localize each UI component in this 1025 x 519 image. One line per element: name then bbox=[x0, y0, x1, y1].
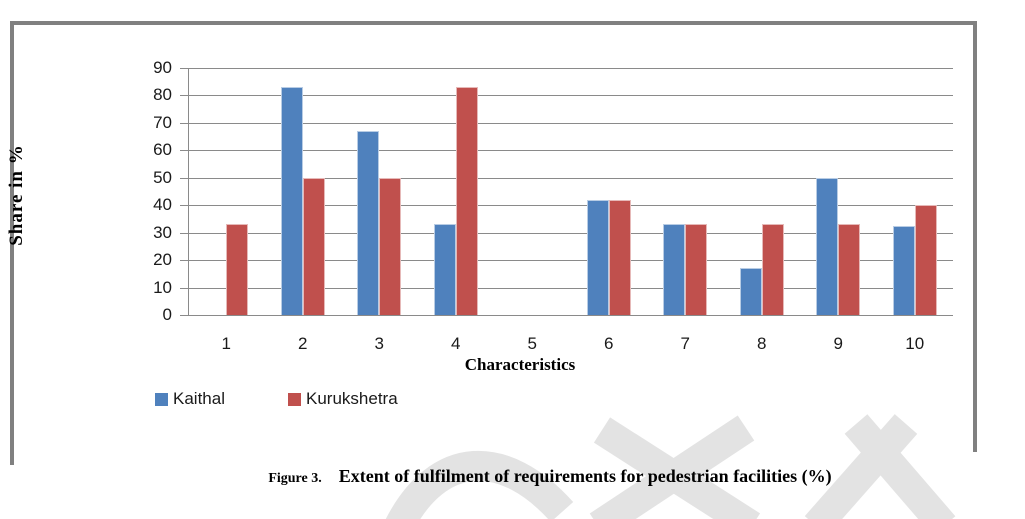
gridline-10 bbox=[188, 287, 953, 289]
gridline-50 bbox=[188, 177, 953, 179]
bar-kurukshetra-3 bbox=[379, 177, 402, 315]
legend-label: Kaithal bbox=[173, 389, 225, 408]
y-axis-title: Share in % bbox=[6, 144, 27, 246]
gridline-70 bbox=[188, 122, 953, 124]
y-tick-label: 0 bbox=[162, 305, 172, 324]
figure-number: Figure 3. bbox=[268, 471, 322, 486]
bar-kurukshetra-4 bbox=[455, 87, 478, 315]
y-tick-label: 20 bbox=[153, 250, 172, 270]
x-tick-label-6: 6 bbox=[604, 334, 614, 353]
frame-border-right bbox=[973, 21, 977, 452]
gridline-40 bbox=[188, 205, 953, 207]
bar-kurukshetra-10 bbox=[914, 205, 937, 315]
y-tick-70 bbox=[180, 122, 188, 124]
gridline-30 bbox=[188, 232, 953, 234]
y-tick-40 bbox=[180, 205, 188, 207]
bar-kaithal-9 bbox=[816, 177, 839, 315]
x-tick-label-8: 8 bbox=[757, 334, 767, 353]
x-tick-label-5: 5 bbox=[527, 334, 537, 353]
frame-border-left bbox=[10, 21, 14, 465]
y-tick-label: 30 bbox=[153, 222, 172, 242]
x-tick-label-7: 7 bbox=[680, 334, 690, 353]
bar-kaithal-2 bbox=[280, 87, 303, 315]
x-tick-label-1: 1 bbox=[221, 334, 231, 353]
x-tick-label-3: 3 bbox=[374, 334, 384, 353]
bar-kaithal-4 bbox=[433, 224, 456, 315]
bar-kurukshetra-6 bbox=[608, 199, 631, 315]
y-tick-0 bbox=[180, 315, 188, 316]
x-tick-label-2: 2 bbox=[298, 334, 308, 353]
y-tick-10 bbox=[180, 287, 188, 289]
y-tick-label: 60 bbox=[153, 140, 172, 160]
legend-item-kurukshetra: Kurukshetra bbox=[288, 389, 398, 408]
y-tick-30 bbox=[180, 232, 188, 234]
legend-swatch-kurukshetra bbox=[288, 392, 301, 406]
x-tick-label-4: 4 bbox=[451, 334, 461, 353]
gridline-20 bbox=[188, 260, 953, 262]
x-axis-title: Characteristics bbox=[464, 355, 576, 374]
y-tick-label: 80 bbox=[153, 85, 172, 105]
bar-kurukshetra-9 bbox=[838, 224, 861, 315]
legend-item-kaithal: Kaithal bbox=[155, 389, 225, 408]
y-tick-label: 50 bbox=[153, 167, 172, 187]
legend-swatch-kaithal bbox=[155, 392, 168, 406]
y-tick-label: 70 bbox=[153, 112, 172, 132]
legend-label: Kurukshetra bbox=[306, 389, 398, 408]
bar-kaithal-3 bbox=[357, 131, 380, 315]
x-tick-label-10: 10 bbox=[905, 334, 925, 353]
bar-kurukshetra-7 bbox=[685, 224, 708, 315]
bar-kaithal-8 bbox=[739, 268, 762, 315]
y-tick-label: 10 bbox=[153, 277, 172, 297]
figure-caption: Figure 3. Extent of fulfilment of require… bbox=[75, 466, 1025, 487]
bar-kaithal-6 bbox=[586, 199, 609, 315]
y-tick-50 bbox=[180, 177, 188, 179]
bar-kaithal-10 bbox=[892, 225, 915, 315]
bar-kurukshetra-8 bbox=[761, 224, 784, 315]
bar-kurukshetra-2 bbox=[302, 177, 325, 315]
y-tick-label: 40 bbox=[153, 195, 172, 215]
y-axis-line bbox=[188, 68, 189, 316]
y-tick-80 bbox=[180, 95, 188, 97]
gridline-90 bbox=[188, 68, 953, 69]
y-tick-label: 90 bbox=[153, 58, 172, 77]
frame-border-top bbox=[10, 21, 977, 25]
y-tick-60 bbox=[180, 150, 188, 152]
figure-title: Extent of fulfilment of requirements for… bbox=[338, 466, 832, 486]
gridline-60 bbox=[188, 150, 953, 152]
y-tick-90 bbox=[180, 68, 188, 69]
gridline-0 bbox=[188, 315, 953, 316]
gridline-80 bbox=[188, 95, 953, 97]
x-tick-label-9: 9 bbox=[833, 334, 843, 353]
bar-kaithal-7 bbox=[663, 224, 686, 315]
bar-kurukshetra-1 bbox=[226, 224, 249, 315]
y-tick-20 bbox=[180, 260, 188, 262]
